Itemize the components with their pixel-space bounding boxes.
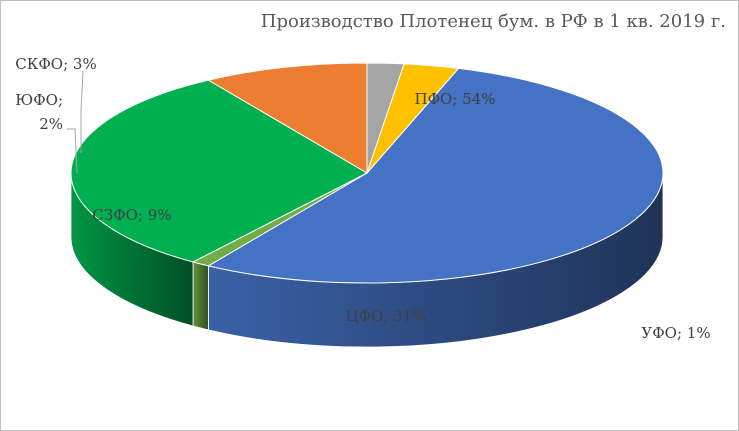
pie-side-уфо xyxy=(192,261,209,331)
leader-lines xyxy=(67,70,84,174)
data-label-пфо: ПФО; 54% xyxy=(415,90,496,108)
pie-slice-скфо xyxy=(366,63,460,174)
data-label-скфо: СКФО; 3% xyxy=(15,55,96,73)
pie-slice-цфо xyxy=(70,79,369,263)
data-labels: ПФО; 54% УФО; 1% ЦФО; 31% СЗФО; 9% ЮФО; 2% СКФ… xyxy=(15,55,710,342)
leader-line-юфо xyxy=(67,128,78,174)
chart-title: Производство Плотенец бум. в РФ в 1 кв. … xyxy=(260,11,726,32)
pie-tops xyxy=(70,62,664,284)
data-label-уфо: УФО; 1% xyxy=(641,324,710,342)
data-label-цфо: ЦФО; 31% xyxy=(346,307,427,325)
pie-slice-сзфо xyxy=(207,62,368,174)
pie-slice-пфо xyxy=(207,67,664,284)
leader-line-скфо xyxy=(80,70,84,153)
data-label-юфо: ЮФО; 2% xyxy=(15,91,63,133)
data-label-сзфо: СЗФО; 9% xyxy=(92,206,171,224)
